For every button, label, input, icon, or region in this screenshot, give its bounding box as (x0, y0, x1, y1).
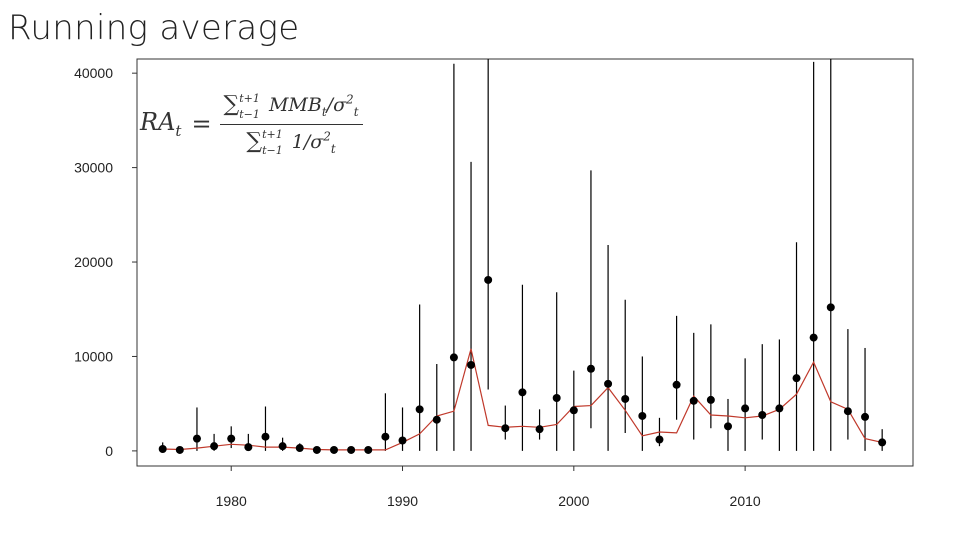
x-tick-label: 1980 (216, 493, 247, 509)
slide-title: Running average (8, 8, 300, 48)
data-point (552, 394, 561, 403)
y-tick-label: 30000 (74, 160, 113, 176)
data-point (878, 438, 887, 447)
data-point (398, 436, 407, 445)
data-point (741, 404, 750, 413)
data-point (261, 432, 270, 441)
data-point (569, 406, 578, 415)
data-point (295, 444, 304, 453)
data-point (604, 379, 613, 388)
data-point (484, 275, 493, 284)
data-point (518, 388, 527, 397)
data-point (655, 435, 664, 444)
data-point (312, 445, 321, 454)
y-axis: 0 10000 20000 30000 40000 (74, 65, 137, 459)
data-point (843, 407, 852, 416)
data-point (501, 424, 510, 433)
x-tick-label: 2010 (730, 493, 761, 509)
x-axis: 1980 1990 2000 2010 (216, 466, 761, 509)
data-point (689, 396, 698, 405)
data-point (723, 422, 732, 431)
data-point (175, 445, 184, 454)
data-point (227, 434, 236, 443)
y-tick-label: 0 (105, 443, 113, 459)
data-point (244, 443, 253, 452)
data-point (638, 411, 647, 420)
data-points (158, 275, 887, 454)
data-point (792, 374, 801, 383)
data-point (278, 442, 287, 451)
data-point (329, 445, 338, 454)
y-tick-label: 20000 (74, 254, 113, 270)
data-point (381, 432, 390, 441)
data-point (861, 412, 870, 421)
y-tick-label: 10000 (74, 348, 113, 364)
data-point (706, 395, 715, 404)
data-point (758, 411, 767, 420)
formula-lhs: RAt (140, 108, 182, 140)
formula-numerator: ∑ t+1 t−1 MMBt/σ2t (219, 92, 363, 125)
data-point (775, 404, 784, 413)
data-point (364, 445, 373, 454)
x-tick-label: 1990 (387, 493, 418, 509)
data-point (210, 442, 219, 451)
data-point (672, 380, 681, 389)
data-point (621, 394, 630, 403)
data-point (449, 353, 458, 362)
data-point (826, 303, 835, 312)
data-point (158, 445, 167, 454)
data-point (192, 434, 201, 443)
formula-equals: = (191, 110, 212, 138)
formula-fraction: ∑ t+1 t−1 MMBt/σ2t ∑ t+1 t−1 1/σ2t (219, 92, 363, 157)
data-point (586, 364, 595, 373)
running-average-formula: RAt = ∑ t+1 t−1 MMBt/σ2t ∑ t+1 t−1 1/σ2t (140, 92, 363, 156)
data-point (432, 415, 441, 424)
data-point (347, 445, 356, 454)
y-tick-label: 40000 (74, 65, 113, 81)
formula-denominator: ∑ t+1 t−1 1/σ2t (246, 128, 336, 157)
x-tick-label: 2000 (558, 493, 589, 509)
data-point (809, 333, 818, 342)
data-point (415, 405, 424, 414)
data-point (467, 360, 476, 369)
data-point (535, 425, 544, 434)
